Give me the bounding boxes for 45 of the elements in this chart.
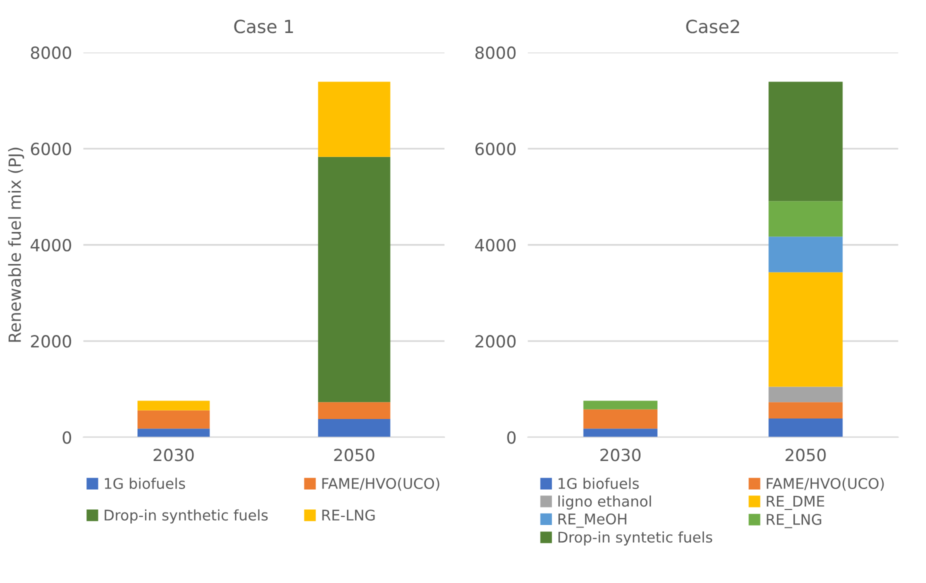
bar: [768, 82, 843, 202]
legend-label: Drop-in synthetic fuels: [104, 509, 268, 524]
chart-title: Case 1: [234, 20, 293, 34]
legend-label: 1G biofuels: [104, 478, 186, 489]
x-tick-label: 2030: [600, 448, 641, 462]
legend-label: 1G biofuels: [558, 478, 639, 489]
bar: [768, 272, 843, 387]
x-tick-label: 2050: [786, 448, 826, 462]
bar: [583, 409, 658, 429]
legend-label: FAME/HVO(UCO): [322, 478, 440, 491]
bar: [138, 400, 210, 410]
x-tick-label: 2030: [154, 448, 194, 462]
x-tick-label: 2050: [334, 448, 374, 462]
bar: [318, 82, 390, 157]
bar: [318, 156, 390, 402]
bar: [138, 428, 210, 438]
y-tick-label: 6000: [30, 142, 72, 156]
bar: [318, 418, 390, 438]
legend-label: RE_DME: [766, 496, 824, 510]
y-tick-label: 4000: [475, 238, 516, 252]
bar: [768, 201, 843, 237]
y-tick-label: 8000: [30, 46, 72, 60]
y-tick-label: 0: [507, 431, 516, 444]
legend-label: RE-LNG: [322, 510, 375, 521]
legend-label: ligno ethanol: [558, 495, 651, 510]
bar: [768, 386, 843, 402]
legend-label: Drop-in syntetic fuels: [558, 531, 712, 546]
legend-label: RE_MeOH: [558, 513, 626, 528]
legend-label: RE_LNG: [766, 514, 822, 528]
y-tick-label: 2000: [476, 335, 516, 348]
y-axis-title: Renewable fuel mix (PJ): [8, 148, 24, 342]
bar: [768, 418, 843, 438]
y-tick-label: 6000: [475, 142, 516, 156]
bar: [583, 400, 658, 410]
bar: [138, 410, 210, 429]
y-tick-label: 4000: [30, 238, 72, 252]
y-tick-label: 8000: [475, 46, 516, 60]
bar: [768, 236, 843, 272]
y-tick-label: 0: [62, 431, 72, 444]
bar: [583, 428, 658, 438]
bar: [768, 402, 843, 418]
bar: [318, 402, 390, 419]
legend-label: FAME/HVO(UCO): [766, 478, 884, 491]
chart-title: Case2: [686, 20, 740, 34]
y-tick-label: 2000: [31, 335, 72, 348]
